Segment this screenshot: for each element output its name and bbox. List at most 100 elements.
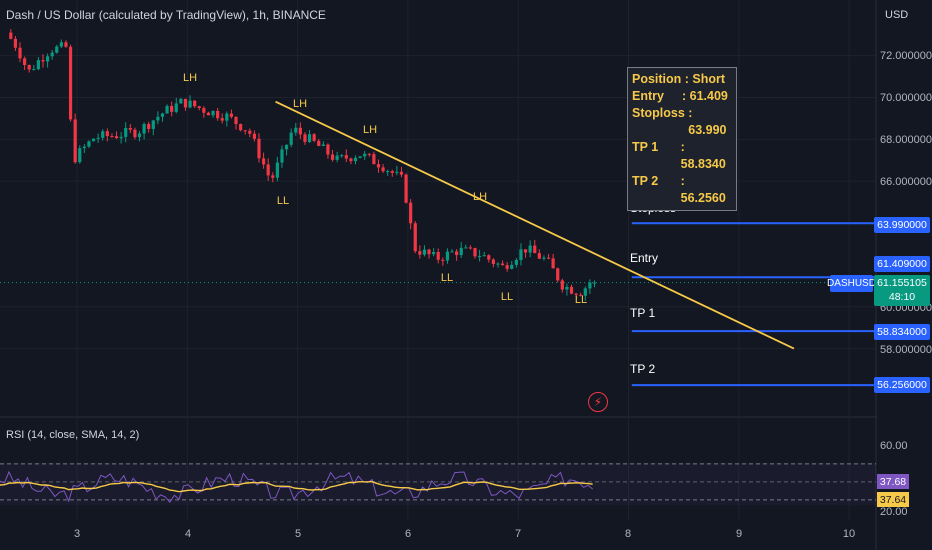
candle-body bbox=[519, 249, 523, 260]
candle-body bbox=[482, 255, 486, 257]
candle-body bbox=[592, 282, 597, 284]
candle-body bbox=[183, 98, 188, 108]
row-value: : Short bbox=[684, 72, 726, 86]
candle-body bbox=[376, 164, 381, 168]
candle-body bbox=[206, 112, 211, 116]
candle-body bbox=[298, 127, 302, 135]
candle-body bbox=[45, 56, 50, 62]
candle-body bbox=[303, 134, 307, 142]
candle-body bbox=[436, 251, 440, 260]
candle-body bbox=[114, 136, 119, 139]
position-info-box[interactable]: Position : Short Entry: 61.409 Stoploss … bbox=[627, 67, 737, 211]
x-tick-label: 9 bbox=[735, 528, 743, 540]
row-key: TP 1 bbox=[632, 140, 659, 154]
rsi-value-tag: 37.68 bbox=[877, 474, 909, 489]
candle-body bbox=[128, 127, 132, 130]
candle-body bbox=[50, 52, 54, 57]
candle-body bbox=[321, 144, 325, 146]
candle-body bbox=[119, 136, 123, 139]
candle-body bbox=[151, 120, 155, 129]
entry-price-tag: 61.409000 bbox=[874, 256, 930, 272]
entry-label: Entry bbox=[630, 251, 659, 265]
candle-body bbox=[234, 116, 238, 125]
candle-body bbox=[27, 64, 31, 70]
candle-body bbox=[64, 42, 68, 47]
candle-body bbox=[335, 155, 339, 160]
candle-body bbox=[202, 108, 206, 113]
candle-body bbox=[101, 131, 105, 138]
lightning-icon[interactable]: ⚡ bbox=[588, 392, 608, 412]
x-tick-label: 6 bbox=[404, 528, 412, 540]
row-key: Position bbox=[632, 72, 682, 86]
candle-body bbox=[546, 257, 551, 259]
candle-body bbox=[487, 255, 491, 260]
rsi-band-fill bbox=[0, 463, 876, 506]
row-key: TP 2 bbox=[632, 174, 659, 188]
candle-body bbox=[477, 256, 482, 258]
candle-body bbox=[404, 174, 408, 203]
row-value: : 56.2560 bbox=[680, 174, 726, 205]
candle-body bbox=[91, 138, 96, 142]
candle-body bbox=[289, 132, 293, 145]
candle-body bbox=[432, 251, 436, 255]
candle-body bbox=[349, 158, 353, 162]
candle-body bbox=[409, 202, 413, 224]
candle-body bbox=[569, 286, 574, 294]
trendline bbox=[275, 100, 795, 350]
candle-body bbox=[294, 127, 298, 133]
x-tick-label: 10 bbox=[842, 528, 856, 540]
candle-body bbox=[165, 105, 169, 114]
candle-body bbox=[156, 116, 160, 121]
row-value: : 61.409 bbox=[682, 89, 728, 103]
candle-body bbox=[588, 282, 592, 289]
x-tick-label: 3 bbox=[73, 528, 81, 540]
candle-body bbox=[528, 245, 532, 253]
candle-body bbox=[574, 293, 578, 295]
rsi-axis-label: 60.00 bbox=[880, 440, 908, 452]
swing-label-ll: LL bbox=[440, 272, 454, 284]
candle-body bbox=[399, 171, 404, 175]
candle-body bbox=[211, 110, 215, 116]
bar-countdown: 48:10 bbox=[888, 291, 916, 303]
candle-body bbox=[13, 38, 18, 48]
rsi-title: RSI (14, close, SMA, 14, 2) bbox=[6, 429, 140, 441]
tp1-price-tag: 58.834000 bbox=[874, 324, 930, 340]
candle-body bbox=[137, 133, 142, 138]
candle-body bbox=[252, 133, 256, 139]
candle-body bbox=[468, 247, 473, 249]
rsi-axis-label: 20.00 bbox=[880, 506, 908, 518]
tp2-label: TP 2 bbox=[630, 362, 656, 376]
swing-label-lh: LH bbox=[182, 72, 198, 84]
candle-body bbox=[275, 162, 279, 178]
candle-body bbox=[464, 247, 468, 249]
candle-body bbox=[23, 58, 27, 65]
tp2-price-tag: 56.256000 bbox=[874, 377, 930, 393]
candle-body bbox=[510, 264, 514, 269]
candle-body bbox=[78, 148, 82, 163]
candle-body bbox=[32, 69, 36, 71]
candle-body bbox=[142, 124, 146, 134]
tp1-label: TP 1 bbox=[630, 306, 656, 320]
candle-body bbox=[372, 154, 376, 165]
candle-body bbox=[284, 144, 289, 150]
candle-body bbox=[124, 127, 128, 137]
stoploss-row: Stoploss : 63.990 bbox=[632, 105, 732, 139]
candle-body bbox=[59, 42, 63, 47]
swing-label-lh: LH bbox=[472, 191, 488, 203]
candle-body bbox=[353, 157, 358, 162]
candle-body bbox=[537, 253, 541, 259]
candle-body bbox=[9, 32, 13, 39]
candle-body bbox=[110, 136, 114, 138]
candle-body bbox=[496, 263, 500, 265]
price-axis-label: 70.000000 bbox=[880, 92, 932, 104]
x-tick-label: 8 bbox=[624, 528, 632, 540]
candle-body bbox=[41, 60, 45, 62]
entry-row: Entry: 61.409 bbox=[632, 88, 732, 105]
candle-body bbox=[174, 103, 178, 112]
candle-body bbox=[500, 263, 505, 266]
candle-body bbox=[381, 167, 385, 172]
candle-body bbox=[220, 118, 224, 121]
swing-label-lh: LH bbox=[362, 124, 378, 136]
candle-body bbox=[326, 144, 330, 155]
